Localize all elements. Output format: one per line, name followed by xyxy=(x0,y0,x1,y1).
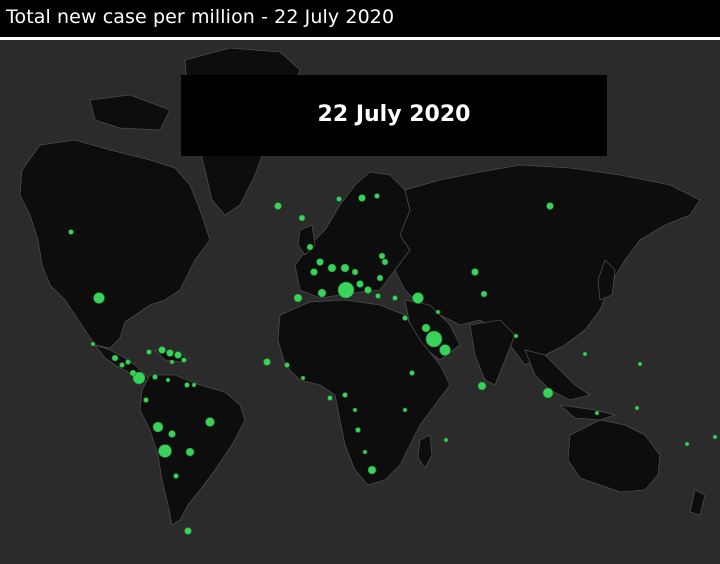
marker-caribbean-3 xyxy=(174,351,182,359)
case-markers xyxy=(68,193,718,535)
land-arctic-islands xyxy=(89,94,171,131)
marker-central-africa xyxy=(352,407,358,413)
marker-djibouti xyxy=(409,370,415,376)
marker-norway xyxy=(358,194,366,202)
land-layer xyxy=(19,47,706,526)
marker-venezuela xyxy=(165,377,171,383)
land-madagascar xyxy=(417,434,433,469)
marker-moldova xyxy=(378,252,386,260)
marker-azerbaijan xyxy=(392,295,398,301)
marker-panama xyxy=(132,371,146,385)
marker-gabon xyxy=(355,427,361,433)
marker-indonesia xyxy=(594,410,600,416)
marker-caribbean-6 xyxy=(184,382,190,388)
marker-west-africa-2 xyxy=(300,375,306,381)
marker-cuba xyxy=(146,349,152,355)
marker-atlantic xyxy=(263,358,271,366)
marker-kosovo xyxy=(337,281,355,299)
marker-armenia xyxy=(412,292,424,304)
marker-pacific-1 xyxy=(637,361,643,367)
marker-romania xyxy=(376,274,384,282)
marker-ireland xyxy=(306,243,314,251)
marker-portugal xyxy=(293,293,303,303)
world-map[interactable]: 22 July 2020 xyxy=(0,40,720,564)
marker-russia xyxy=(546,202,554,210)
marker-usa xyxy=(93,292,105,304)
marker-nigeria xyxy=(327,395,333,401)
marker-balkans-1 xyxy=(356,280,364,288)
marker-south-africa xyxy=(367,465,377,475)
marker-belgium xyxy=(316,258,324,266)
marker-mexico xyxy=(111,354,119,362)
marker-argentina xyxy=(185,447,195,457)
marker-cameroon xyxy=(342,392,348,398)
marker-spain xyxy=(317,288,327,298)
marker-ecuador xyxy=(143,397,149,403)
marker-israel xyxy=(421,323,431,333)
marker-caribbean-4 xyxy=(181,357,187,363)
marker-peru xyxy=(152,421,164,433)
marker-chile xyxy=(158,444,172,458)
marker-philippines xyxy=(582,351,588,357)
marker-west-africa-1 xyxy=(284,362,290,368)
marker-caribbean-1 xyxy=(158,346,166,354)
date-banner: 22 July 2020 xyxy=(181,75,607,156)
marker-brazil xyxy=(205,417,215,427)
marker-bolivia xyxy=(168,430,176,438)
marker-bahrain xyxy=(439,344,451,356)
marker-colombia xyxy=(152,374,158,380)
page-title: Total new case per million - 22 July 202… xyxy=(6,6,395,28)
marker-angola xyxy=(362,449,368,455)
marker-caribbean-5 xyxy=(169,359,175,365)
land-new-zealand xyxy=(689,489,706,516)
marker-balkans-3 xyxy=(375,293,381,299)
marker-paraguay xyxy=(173,473,179,479)
marker-canada xyxy=(68,229,74,235)
marker-southeast-asia xyxy=(542,387,554,399)
marker-finland xyxy=(374,193,380,199)
marker-guatemala xyxy=(119,362,125,368)
marker-luxembourg xyxy=(340,263,350,273)
date-banner-label: 22 July 2020 xyxy=(317,102,471,127)
land-north-america xyxy=(19,139,211,349)
header-divider xyxy=(0,37,720,40)
marker-mauritius xyxy=(443,437,449,443)
marker-png xyxy=(634,405,640,411)
marker-uk xyxy=(298,214,306,222)
marker-pacific-2 xyxy=(712,434,718,440)
land-australia xyxy=(567,419,661,493)
marker-caribbean-2 xyxy=(166,349,174,357)
marker-netherlands xyxy=(310,268,318,276)
land-japan xyxy=(597,259,616,301)
marker-australia xyxy=(684,441,690,447)
land-africa xyxy=(277,299,451,486)
marker-france xyxy=(327,263,337,273)
marker-honduras xyxy=(125,359,131,365)
marker-guyana xyxy=(191,382,197,388)
marker-iceland xyxy=(274,202,282,210)
land-asia xyxy=(394,164,701,366)
header-bar: Total new case per million - 22 July 202… xyxy=(0,0,720,40)
marker-ukraine xyxy=(381,258,389,266)
marker-kuwait xyxy=(425,330,443,348)
marker-switzerland xyxy=(351,268,359,276)
marker-bangladesh xyxy=(513,333,519,339)
marker-iran xyxy=(480,290,488,298)
marker-india xyxy=(477,381,487,391)
marker-kazakhstan xyxy=(471,268,479,276)
marker-east-africa xyxy=(402,407,408,413)
marker-falklands xyxy=(184,527,192,535)
marker-balkans-2 xyxy=(364,286,372,294)
land-indonesia xyxy=(559,404,616,421)
marker-sweden xyxy=(336,196,342,202)
land-india xyxy=(469,319,516,386)
marker-costa-rica xyxy=(129,369,137,377)
marker-georgia xyxy=(402,315,408,321)
land-southeast-asia xyxy=(524,349,591,401)
marker-alaska xyxy=(90,341,96,347)
marker-qatar xyxy=(435,309,441,315)
map-canvas xyxy=(19,47,718,535)
